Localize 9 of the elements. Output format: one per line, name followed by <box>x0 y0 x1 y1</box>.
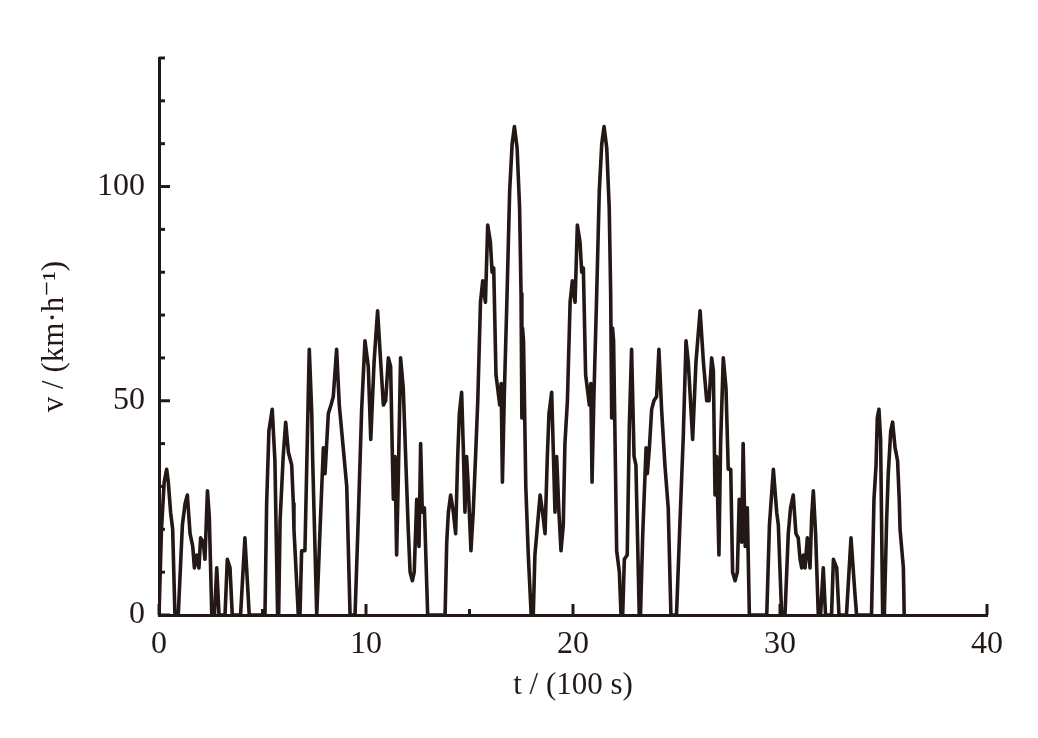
x-tick-label: 20 <box>557 623 589 660</box>
y-tick-label: 50 <box>113 380 145 417</box>
x-tick-label: 10 <box>350 623 382 660</box>
x-tick-label: 40 <box>971 623 1003 660</box>
x-axis-title: t / (100 s) <box>513 665 633 701</box>
x-tick-label: 30 <box>764 623 796 660</box>
y-tick-label: 100 <box>97 165 145 202</box>
y-tick-label: 0 <box>129 594 145 631</box>
y-axis-title: v / (km·h⁻¹) <box>34 260 70 413</box>
